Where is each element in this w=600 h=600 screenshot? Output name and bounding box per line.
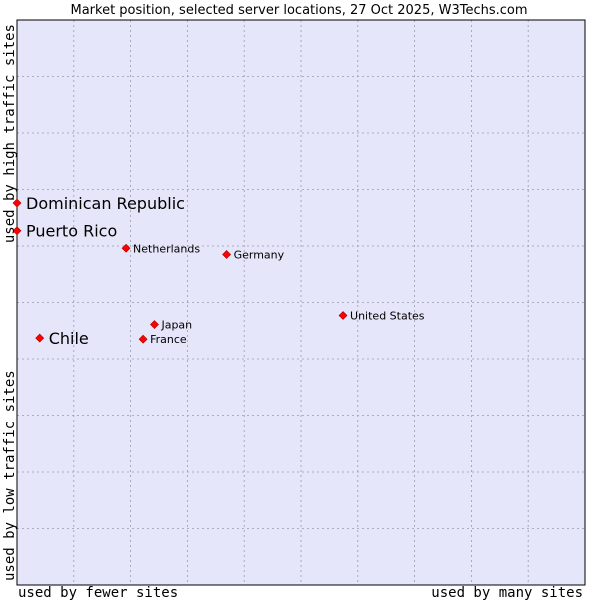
- point-label: United States: [350, 309, 425, 322]
- data-point-japan: Japan: [150, 319, 192, 332]
- data-point-dominican-republic: Dominican Republic: [12, 194, 185, 213]
- point-label: Dominican Republic: [26, 194, 185, 213]
- point-marker: [222, 250, 232, 259]
- y-axis-high-label: used by high traffic sites: [2, 24, 18, 243]
- point-label: Chile: [49, 329, 89, 348]
- point-marker: [338, 311, 348, 320]
- point-marker: [138, 334, 148, 344]
- point-marker: [35, 333, 45, 343]
- data-point-netherlands: Netherlands: [121, 242, 200, 255]
- grid-lines: [17, 20, 585, 585]
- x-axis-low-label: used by fewer sites: [18, 585, 178, 600]
- point-marker: [12, 226, 22, 236]
- chart-title: Market position, selected server locatio…: [70, 3, 527, 18]
- data-point-germany: Germany: [222, 248, 285, 261]
- point-marker: [121, 243, 131, 253]
- point-marker: [150, 320, 159, 329]
- point-label: Japan: [160, 319, 192, 332]
- point-label: Netherlands: [133, 242, 200, 255]
- data-point-chile: Chile: [35, 329, 89, 348]
- data-point-puerto-rico: Puerto Rico: [12, 222, 117, 241]
- point-label: France: [150, 333, 187, 346]
- point-label: Puerto Rico: [26, 222, 117, 241]
- data-points: Dominican Republic Puerto Rico Netherlands…: [12, 194, 425, 348]
- y-axis-low-label: used by low traffic sites: [2, 370, 18, 581]
- point-marker: [12, 198, 22, 208]
- data-point-united-states: United States: [338, 309, 425, 322]
- data-point-france: France: [138, 333, 187, 346]
- x-axis-high-label: used by many sites: [431, 585, 583, 600]
- plot-frame: [16, 19, 586, 586]
- point-label: Germany: [234, 248, 285, 261]
